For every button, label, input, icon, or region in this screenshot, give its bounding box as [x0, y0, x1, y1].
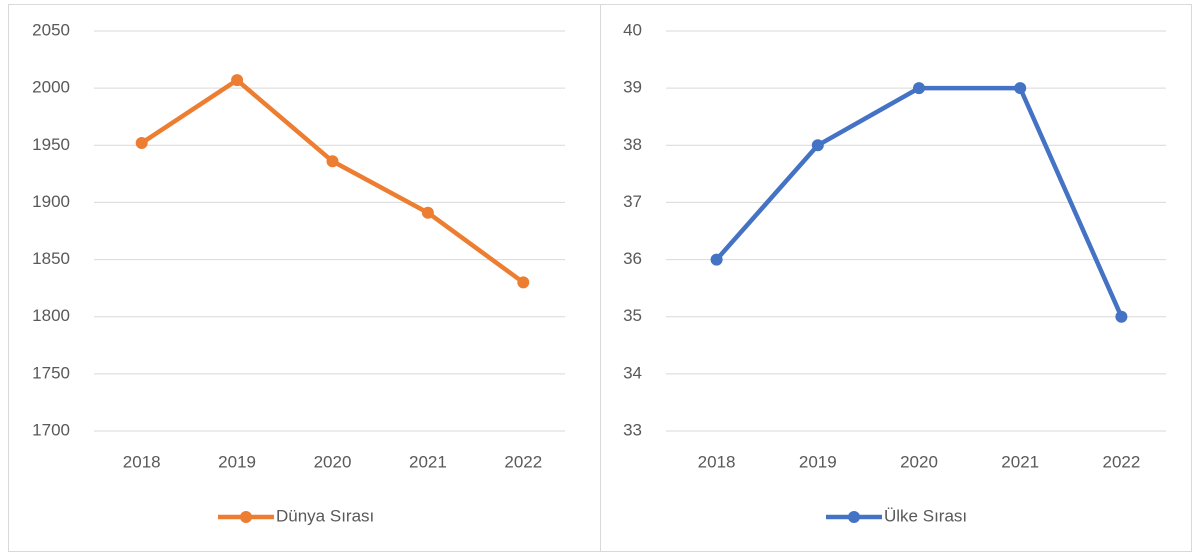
y-tick-label: 2050	[32, 20, 70, 39]
x-tick-label: 2022	[1102, 452, 1140, 471]
data-point	[1014, 82, 1027, 95]
data-point	[811, 139, 824, 152]
chart-panel	[8, 4, 601, 552]
y-tick-label: 1700	[32, 420, 70, 439]
x-tick-label: 2018	[123, 452, 161, 471]
x-tick-label: 2022	[504, 452, 542, 471]
legend-label: Dünya Sırası	[276, 506, 374, 525]
y-tick-label: 37	[623, 192, 642, 211]
y-tick-label: 1850	[32, 249, 70, 268]
legend-marker	[848, 511, 860, 523]
x-tick-label: 2018	[698, 452, 736, 471]
y-tick-label: 38	[623, 135, 642, 154]
data-point	[135, 137, 148, 149]
x-tick-label: 2020	[314, 452, 352, 471]
y-tick-label: 1750	[32, 363, 70, 382]
y-tick-label: 2000	[32, 78, 70, 97]
data-point	[231, 74, 244, 87]
chart-panel	[600, 4, 1192, 552]
data-point	[1115, 310, 1128, 323]
data-point	[913, 82, 925, 95]
data-point	[421, 206, 434, 219]
x-tick-label: 2021	[1001, 452, 1039, 471]
y-tick-label: 1950	[32, 135, 70, 154]
y-tick-label: 1900	[32, 192, 70, 211]
data-point	[517, 276, 530, 289]
x-tick-label: 2019	[799, 452, 837, 471]
y-tick-label: 36	[623, 249, 642, 268]
y-tick-label: 39	[623, 78, 642, 97]
y-tick-label: 35	[623, 306, 642, 325]
data-point	[326, 155, 339, 168]
legend-label: Ülke Sırası	[884, 506, 967, 525]
y-tick-label: 40	[623, 20, 642, 39]
x-tick-label: 2020	[900, 452, 938, 471]
x-tick-label: 2019	[218, 452, 256, 471]
y-tick-label: 34	[623, 363, 642, 382]
data-point	[710, 253, 723, 266]
y-tick-label: 1800	[32, 306, 70, 325]
x-tick-label: 2021	[409, 452, 447, 471]
y-tick-label: 33	[623, 420, 642, 439]
legend-marker	[240, 511, 252, 523]
